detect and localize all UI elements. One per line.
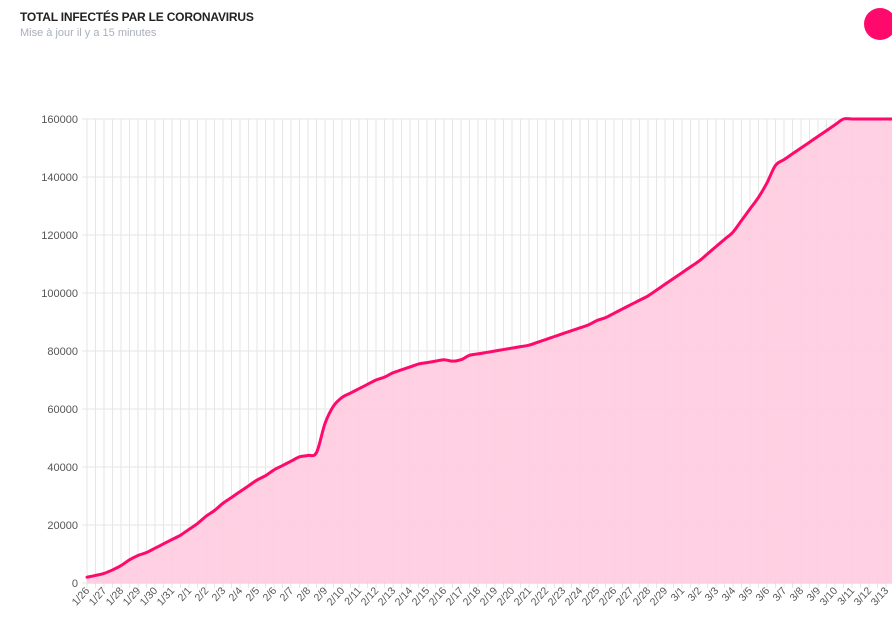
y-tick-label: 100000 — [41, 288, 78, 300]
update-status: Mise à jour il y a 15 minutes — [20, 27, 157, 39]
x-tick-label: 2/2 — [193, 585, 212, 604]
x-axis: 1/261/271/281/291/301/312/12/22/32/42/52… — [70, 585, 892, 608]
y-tick-label: 0 — [72, 578, 78, 590]
y-tick-label: 140000 — [41, 172, 78, 184]
x-tick-label: 2/29 — [648, 585, 671, 608]
y-tick-label: 40000 — [47, 462, 78, 474]
x-tick-label: 2/4 — [227, 585, 246, 604]
x-tick-label: 3/5 — [737, 585, 756, 604]
x-tick-label: 3/13 — [869, 585, 892, 608]
chart-header: TOTAL INFECTÉS PAR LE CORONAVIRUS Mise à… — [20, 10, 254, 39]
x-tick-label: 3/3 — [703, 585, 722, 604]
x-tick-label: 2/8 — [295, 585, 314, 604]
y-tick-label: 120000 — [41, 230, 78, 242]
x-tick-label: 3/8 — [788, 585, 807, 604]
x-tick-label: 2/5 — [244, 585, 263, 604]
y-tick-label: 80000 — [47, 346, 78, 358]
y-tick-label: 20000 — [47, 520, 78, 532]
x-tick-label: 1/31 — [155, 585, 178, 608]
x-tick-label: 3/6 — [754, 585, 773, 604]
x-tick-label: 3/4 — [720, 585, 739, 604]
x-tick-label: 2/3 — [210, 585, 229, 604]
x-tick-label: 3/7 — [771, 585, 790, 604]
x-tick-label: 2/1 — [176, 585, 195, 604]
x-tick-label: 2/7 — [278, 585, 297, 604]
chart-title: TOTAL INFECTÉS PAR LE CORONAVIRUS — [20, 10, 254, 24]
x-tick-label: 2/6 — [261, 585, 280, 604]
y-axis: 0 20000 40000 60000 80000 100000 120000 140000 1… — [41, 114, 78, 590]
y-tick-label: 60000 — [47, 404, 78, 416]
live-indicator-dot[interactable] — [864, 8, 892, 40]
series-line — [85, 117, 892, 579]
x-tick-label: 3/2 — [686, 585, 705, 604]
y-tick-label: 160000 — [41, 114, 78, 126]
x-tick-label: 3/1 — [669, 585, 688, 604]
series-area — [87, 118, 892, 583]
